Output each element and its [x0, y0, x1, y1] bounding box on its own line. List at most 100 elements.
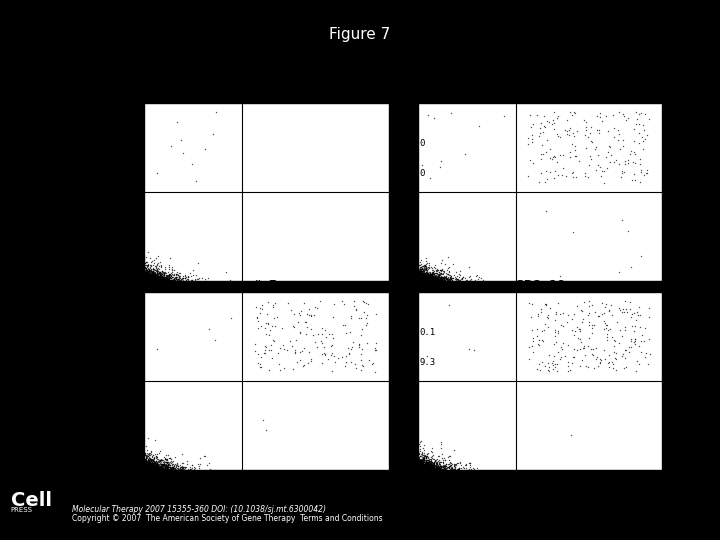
- Point: [164, 465, 176, 474]
- Point: [147, 457, 158, 466]
- Point: [415, 267, 426, 276]
- Point: [417, 266, 428, 275]
- Point: [423, 464, 435, 473]
- Point: [423, 465, 435, 474]
- Point: [138, 465, 150, 474]
- Point: [139, 460, 150, 468]
- Point: [421, 461, 433, 470]
- Point: [140, 276, 151, 285]
- Point: [155, 275, 166, 284]
- Point: [179, 274, 191, 282]
- Point: [426, 271, 437, 280]
- Point: [150, 274, 162, 282]
- Point: [413, 272, 424, 280]
- Point: [141, 275, 153, 284]
- Point: [417, 460, 428, 469]
- Point: [414, 272, 426, 281]
- Point: [416, 274, 428, 282]
- Point: [420, 463, 432, 471]
- Point: [140, 460, 151, 469]
- Point: [141, 269, 153, 278]
- Point: [434, 276, 446, 285]
- Point: [140, 465, 152, 474]
- Point: [143, 276, 154, 285]
- Point: [140, 461, 151, 470]
- Point: [415, 276, 427, 285]
- Point: [420, 273, 431, 282]
- Point: [153, 274, 164, 282]
- Point: [423, 464, 434, 473]
- Point: [139, 464, 150, 473]
- Point: [144, 457, 156, 465]
- Point: [143, 460, 155, 468]
- Point: [146, 271, 158, 279]
- Point: [426, 447, 437, 456]
- Point: [161, 271, 173, 279]
- Point: [161, 459, 173, 468]
- Point: [152, 269, 163, 278]
- Point: [159, 273, 171, 282]
- Point: [420, 456, 432, 465]
- Point: [417, 464, 428, 472]
- Point: [143, 463, 155, 471]
- Point: [147, 276, 158, 285]
- Point: [412, 276, 423, 285]
- Point: [147, 464, 158, 472]
- Point: [145, 276, 156, 285]
- Point: [412, 275, 423, 284]
- Point: [144, 463, 156, 472]
- Point: [434, 274, 446, 283]
- Point: [153, 276, 164, 285]
- Point: [143, 465, 154, 474]
- Point: [150, 460, 161, 468]
- Point: [147, 464, 158, 473]
- Point: [418, 463, 429, 472]
- Point: [144, 465, 156, 474]
- Point: [417, 454, 428, 463]
- Point: [149, 458, 161, 467]
- Point: [140, 273, 152, 281]
- Point: [631, 307, 643, 316]
- Point: [143, 274, 155, 283]
- Point: [413, 461, 425, 470]
- Point: [415, 465, 426, 474]
- Point: [140, 276, 151, 285]
- Point: [413, 275, 425, 284]
- Point: [417, 275, 428, 284]
- Point: [430, 275, 441, 284]
- Point: [413, 273, 425, 281]
- Point: [422, 275, 433, 284]
- Point: [451, 274, 462, 282]
- Point: [145, 273, 156, 282]
- Point: [420, 463, 431, 471]
- Point: [423, 263, 434, 272]
- Point: [412, 454, 423, 462]
- Point: [157, 456, 168, 465]
- Point: [159, 276, 171, 285]
- Point: [139, 465, 150, 474]
- Point: [625, 150, 636, 158]
- Point: [154, 274, 166, 282]
- Point: [160, 461, 171, 470]
- Point: [428, 462, 440, 470]
- Point: [414, 276, 426, 285]
- Point: [413, 276, 425, 285]
- Point: [427, 273, 438, 282]
- Point: [412, 268, 423, 277]
- Point: [145, 463, 156, 471]
- Point: [141, 273, 153, 282]
- Point: [142, 457, 153, 465]
- Point: [422, 458, 433, 467]
- Point: [139, 272, 150, 281]
- Point: [414, 462, 426, 471]
- Point: [145, 276, 157, 285]
- Point: [427, 265, 438, 274]
- Point: [415, 275, 426, 284]
- Point: [420, 272, 431, 281]
- Point: [430, 273, 441, 281]
- Point: [145, 463, 157, 472]
- Point: [172, 275, 184, 284]
- Point: [414, 269, 426, 278]
- Point: [422, 273, 433, 282]
- Point: [431, 465, 443, 474]
